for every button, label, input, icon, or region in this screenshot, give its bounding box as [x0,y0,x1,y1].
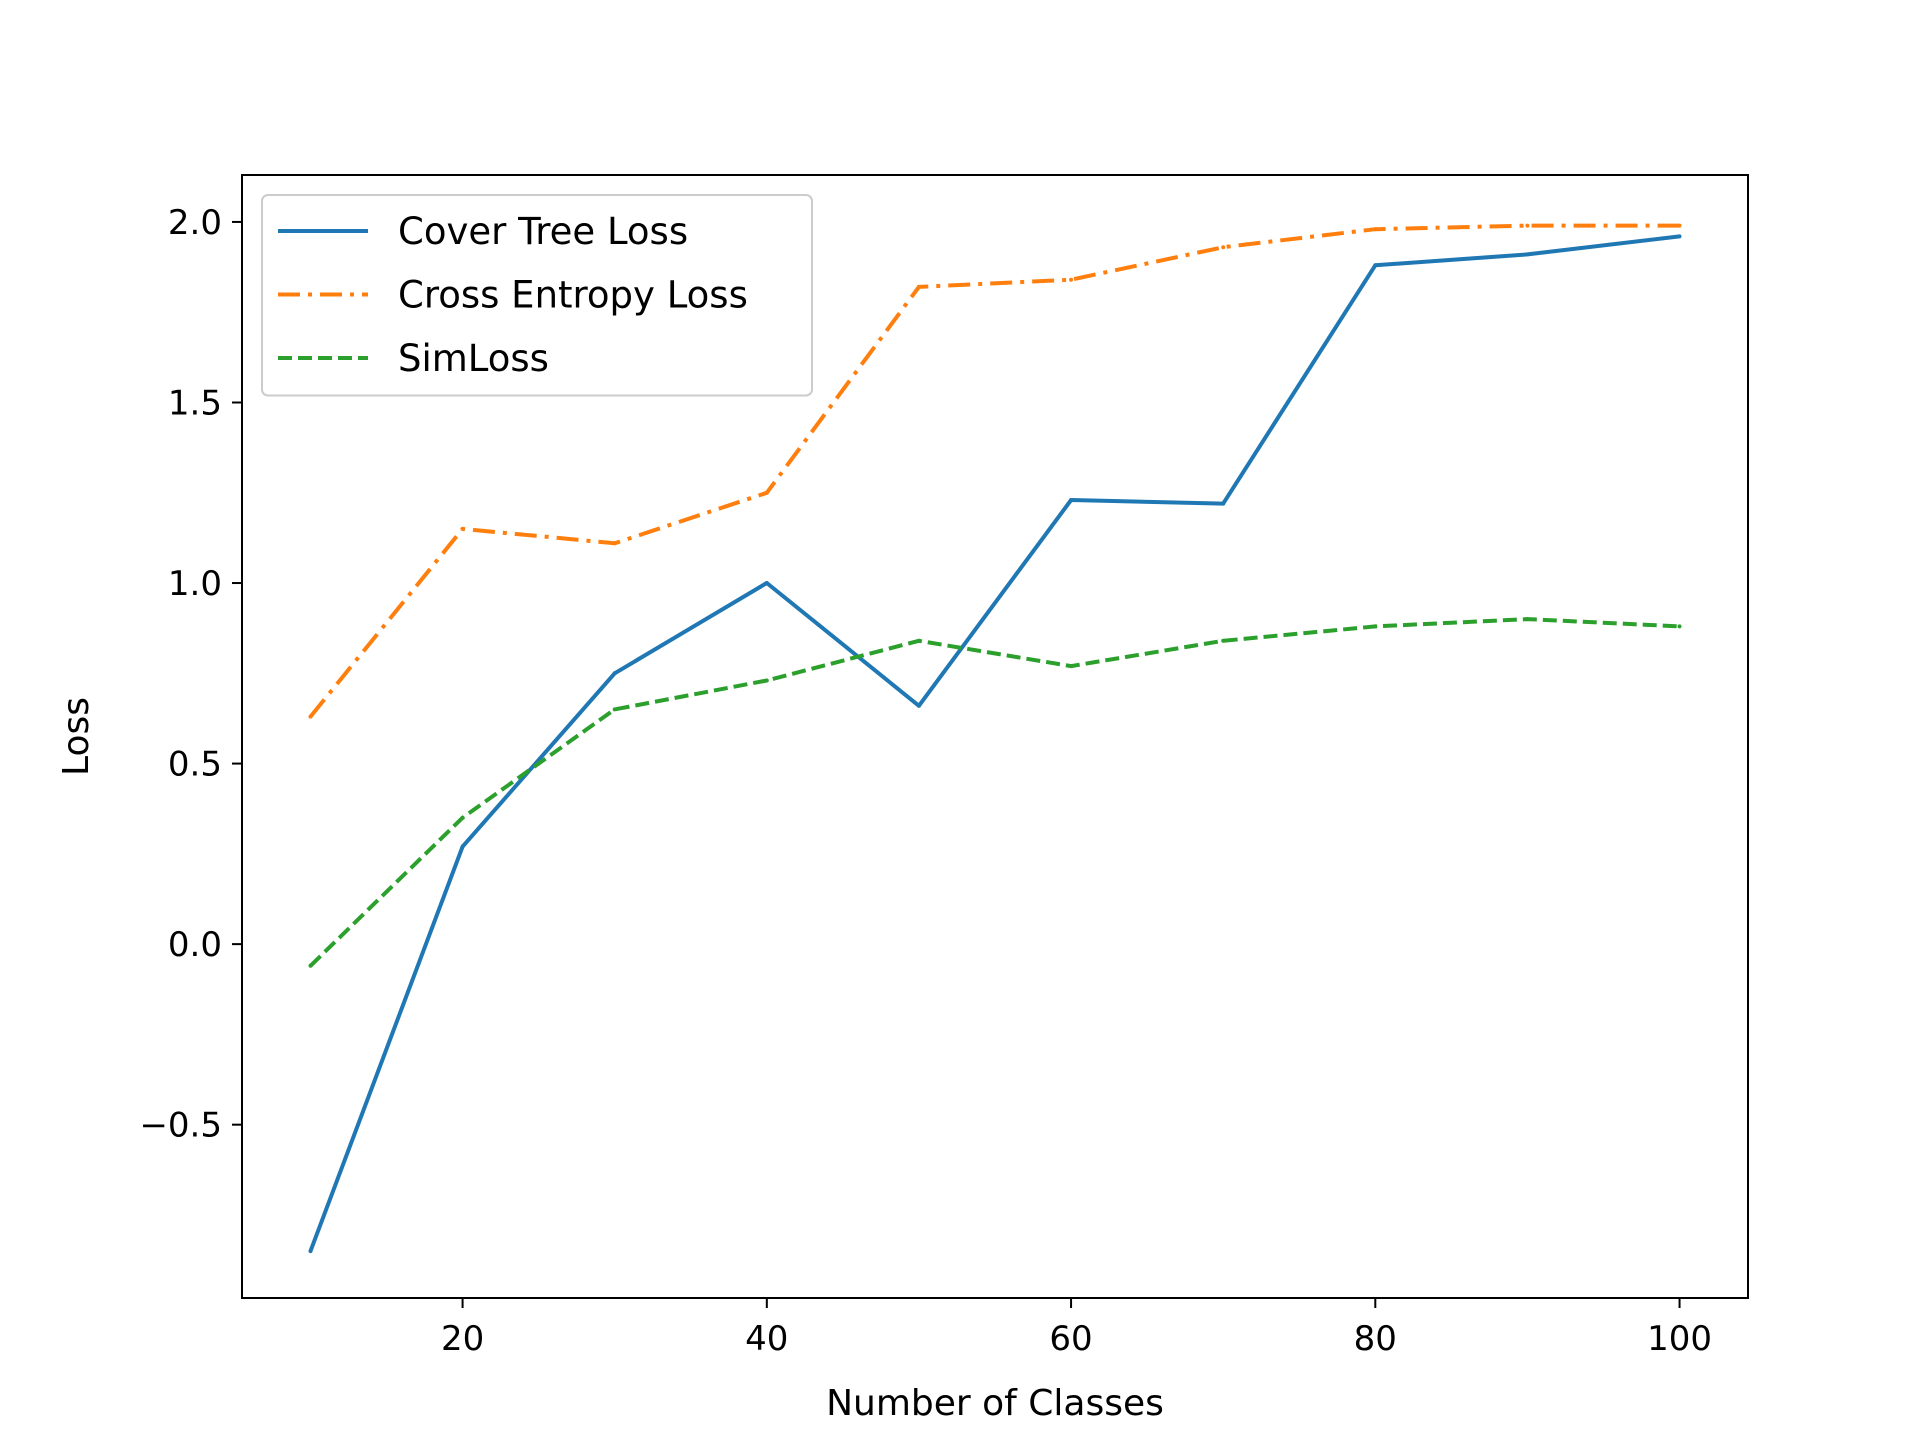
data-point [1221,638,1226,643]
y-axis-label: Loss [56,697,97,776]
series-layer [308,223,1682,1254]
data-point [612,707,617,712]
data-point [612,671,617,676]
data-point [1373,227,1378,232]
data-point [460,844,465,849]
series-line-2 [308,223,1680,718]
data-point [460,815,465,820]
y-axis: −0.5 0.0 0.5 1.0 1.5 2.0 [139,203,242,1146]
series-line-1 [308,234,1680,1252]
data-point [1069,664,1074,669]
legend: Cover Tree Loss Cross Entropy Loss SimLoss [261,194,813,397]
data-point [916,284,921,289]
legend-box [261,194,813,397]
y-tick-label: 1.5 [168,383,222,423]
data-point [764,581,769,585]
x-tick-label: 100 [1647,1319,1712,1359]
data-point [764,678,769,683]
data-point [1677,234,1682,239]
data-point [308,714,313,719]
data-point [916,638,921,643]
data-point [1373,263,1378,268]
data-point [1525,252,1530,257]
y-tick-label: 0.0 [168,925,222,965]
data-point [1677,223,1682,228]
data-point [308,963,313,968]
legend-label: Cross Entropy Loss [398,274,748,317]
data-point [612,541,617,546]
series-line-3 [309,617,1680,968]
data-point [1525,617,1530,622]
y-tick-label: 2.0 [168,203,222,243]
data-point [1069,498,1074,502]
data-point [1221,501,1226,506]
x-tick-label: 60 [1049,1319,1092,1359]
x-axis: 20 40 60 80 100 [441,1298,1712,1359]
data-point [1069,277,1074,282]
data-point [460,526,465,531]
x-tick-label: 20 [441,1319,484,1359]
x-axis-label: Number of Classes [826,1383,1164,1424]
y-tick-label: −0.5 [139,1106,222,1146]
legend-label: Cover Tree Loss [398,210,688,253]
data-point [1373,624,1378,629]
data-point [308,1249,313,1254]
y-tick-label: 0.5 [168,745,222,785]
data-point [1221,245,1226,250]
y-tick-label: 1.0 [168,564,222,604]
x-tick-label: 40 [745,1319,788,1359]
data-point [764,490,769,495]
x-tick-label: 80 [1354,1319,1397,1359]
data-point [916,703,921,708]
data-point [1677,624,1682,629]
plot-frame [241,174,1749,1299]
legend-label: SimLoss [398,337,549,380]
data-point [1525,223,1530,228]
